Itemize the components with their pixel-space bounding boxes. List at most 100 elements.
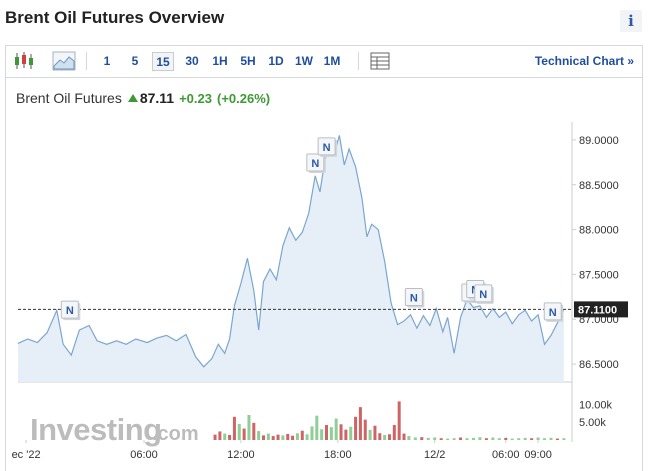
watermark-suffix: .com <box>152 423 199 445</box>
volume-bar <box>484 438 488 440</box>
news-marker-label: N <box>479 289 487 301</box>
volume-bar <box>497 438 501 440</box>
quote-line: Brent Oil Futures 87.11 +0.23 (+0.26%) <box>16 90 270 106</box>
technical-chart-link[interactable]: Technical Chart » <box>534 54 634 68</box>
arrow-up-icon <box>127 94 138 102</box>
volume-bar <box>452 438 456 440</box>
volume-bar <box>218 431 222 440</box>
news-marker-label: N <box>410 293 418 305</box>
x-tick-label: 12:00 <box>227 449 255 461</box>
volume-bar <box>252 422 256 440</box>
volume-bar <box>530 438 534 440</box>
volume-bar <box>295 433 299 440</box>
page-title: Brent Oil Futures Overview <box>5 8 225 27</box>
volume-bar <box>433 437 437 440</box>
last-price-label: 87.1100 <box>578 304 617 316</box>
price-area-fill <box>18 135 564 382</box>
x-tick-label: 09:00 <box>524 449 552 461</box>
volume-bar <box>329 427 333 440</box>
table-view-icon[interactable] <box>368 51 392 71</box>
timeframe-1h[interactable]: 1H <box>212 54 228 68</box>
volume-bar <box>517 438 521 440</box>
instrument-name: Brent Oil Futures <box>16 90 122 106</box>
area-chart-icon[interactable] <box>52 51 76 71</box>
volume-bar <box>420 437 424 440</box>
volume-bar <box>383 435 387 440</box>
volume-bar <box>407 436 411 440</box>
volume-bar <box>471 437 475 440</box>
news-marker[interactable] <box>317 137 336 156</box>
info-button[interactable]: i <box>620 10 642 32</box>
news-marker[interactable] <box>306 153 325 172</box>
volume-bar <box>300 430 304 440</box>
volume-bar <box>491 437 495 440</box>
volume-bar <box>247 415 251 440</box>
news-marker-label: N <box>549 307 557 319</box>
volume-bar <box>536 437 540 440</box>
watermark-brand: Investing <box>30 412 162 447</box>
timeframe-1m[interactable]: 1M <box>323 54 341 68</box>
volume-bar <box>555 438 559 440</box>
volume-bar <box>392 425 396 440</box>
x-tick-label: 06:00 <box>492 449 520 461</box>
news-marker-label: N <box>323 142 331 154</box>
news-marker[interactable] <box>404 288 423 307</box>
volume-bar <box>504 437 508 440</box>
volume-bar <box>291 435 295 440</box>
volume-bar <box>242 428 246 440</box>
timeframe-1w[interactable]: 1W <box>295 54 313 68</box>
chart-widget: 1 5 15 30 1H 5H 1D 1W 1M Technical Chart » Brent… <box>5 45 643 471</box>
x-tick-label: 18:00 <box>324 449 352 461</box>
volume-bar <box>324 425 328 440</box>
volume-bar <box>459 437 463 440</box>
timeframe-30[interactable]: 30 <box>185 54 199 68</box>
volume-bar <box>339 424 343 440</box>
volume-bar <box>344 429 348 440</box>
volume-bar <box>354 416 358 440</box>
volume-bar <box>358 407 362 440</box>
volume-tick-label: 5.00k <box>579 417 606 429</box>
volume-bar <box>271 436 275 440</box>
news-marker[interactable] <box>543 302 562 321</box>
price-series-line <box>17 135 565 368</box>
y-tick-label: 88.0000 <box>579 225 619 237</box>
y-tick-label: 88.5000 <box>579 180 619 192</box>
timeframe-1[interactable]: 1 <box>103 54 111 68</box>
y-tick-label: 89.0000 <box>579 135 619 147</box>
news-marker-label: N <box>66 305 74 317</box>
volume-bar <box>510 438 514 440</box>
news-marker[interactable] <box>60 300 79 319</box>
chart-toolbar: 1 5 15 30 1H 5H 1D 1W 1M Technical Chart » <box>6 46 642 78</box>
volume-bar <box>413 437 417 440</box>
volume-bar <box>257 431 261 440</box>
timeframe-5h[interactable]: 5H <box>240 54 256 68</box>
candlestick-icon[interactable] <box>12 51 36 71</box>
last-price-box <box>574 301 628 318</box>
x-tick-label: ec '22 <box>12 449 41 461</box>
timeframe-5[interactable]: 5 <box>131 54 139 68</box>
y-tick-label: 87.5000 <box>579 269 619 281</box>
volume-bar <box>397 401 401 440</box>
price-change-percent: (+0.26%) <box>217 91 271 106</box>
volume-bar <box>349 426 353 440</box>
volume-bar <box>562 438 566 440</box>
x-tick-label: 06:00 <box>130 449 158 461</box>
news-marker[interactable] <box>474 284 493 303</box>
volume-bar <box>549 437 553 440</box>
timeframe-1d[interactable]: 1D <box>268 54 284 68</box>
volume-bar <box>320 429 324 440</box>
volume-bar <box>378 433 382 440</box>
volume-bar <box>228 435 232 440</box>
volume-bar <box>426 437 430 440</box>
timeframe-15[interactable]: 15 <box>152 52 174 71</box>
last-price: 87.11 <box>139 90 175 106</box>
volume-bar <box>237 423 241 440</box>
volume-bar <box>213 434 217 440</box>
volume-bar <box>465 438 469 440</box>
volume-bar <box>305 434 309 440</box>
price-change: +0.23 <box>179 91 212 106</box>
news-marker-label: N <box>311 158 319 170</box>
volume-bar <box>281 435 285 440</box>
volume-bar <box>223 433 227 440</box>
